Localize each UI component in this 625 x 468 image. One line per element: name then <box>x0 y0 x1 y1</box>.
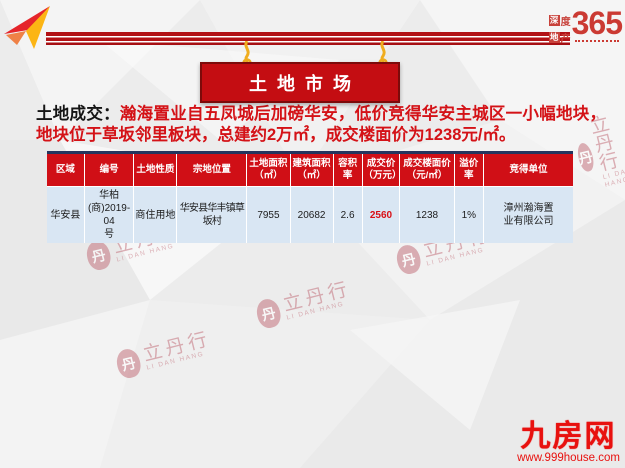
cell-premium-rate: 1% <box>454 187 485 243</box>
table-row: 华安县 华柏 (商)2019-04 号 商住用地 华安县华丰镇草坂村 7955 … <box>47 187 573 243</box>
section-banner: 土地市场 <box>200 62 400 103</box>
cell-region: 华安县 <box>47 187 85 243</box>
col-parcel-no: 编号 <box>84 154 135 187</box>
col-land-type: 土地性质 <box>134 154 178 187</box>
deal-summary-text: 瀚海置业自五凤城后加磅华安，低价竞得华安主城区一小幅地块，地块位于草坂邻里板块，… <box>36 105 607 144</box>
cell-land-area: 7955 <box>247 187 291 243</box>
col-winner: 竞得单位 <box>484 154 573 187</box>
col-floor-price: 成交楼面价 （元/㎡） <box>400 154 455 187</box>
cell-plot-ratio: 2.6 <box>333 187 363 243</box>
cell-build-area: 20682 <box>290 187 334 243</box>
col-location: 宗地位置 <box>177 154 248 187</box>
cell-floor-price: 1238 <box>400 187 455 243</box>
site-url: www.999house.com <box>517 452 620 464</box>
col-deal-price: 成交价 （万元） <box>362 154 402 187</box>
deal-summary: 土地成交：瀚海置业自五凤城后加磅华安，低价竞得华安主城区一小幅地块，地块位于草坂… <box>36 104 606 146</box>
brand-char-box: 地 <box>548 32 560 43</box>
paper-plane-arrow-icon <box>4 6 50 49</box>
land-deal-table-grid: 区域 编号 土地性质 宗地位置 土地面积 （㎡） 建筑面积 （㎡） 容积率 成交… <box>47 154 573 243</box>
col-build-area: 建筑面积 （㎡） <box>290 154 334 187</box>
col-premium-rate: 溢价率 <box>454 154 485 187</box>
header-rule <box>46 32 570 45</box>
site-name: 九房网 <box>520 420 617 453</box>
cell-winner: 漳州瀚海置 业有限公司 <box>484 187 573 243</box>
col-plot-ratio: 容积率 <box>333 154 363 187</box>
deal-summary-label: 土地成交： <box>36 105 120 123</box>
land-deal-table: 区域 编号 土地性质 宗地位置 土地面积 （㎡） 建筑面积 （㎡） 容积率 成交… <box>47 151 573 243</box>
brand-caption <box>574 40 619 42</box>
section-banner-title: 土地市场 <box>249 73 361 95</box>
col-region: 区域 <box>47 154 85 187</box>
col-land-area: 土地面积 （㎡） <box>247 154 291 187</box>
table-header-row: 区域 编号 土地性质 宗地位置 土地面积 （㎡） 建筑面积 （㎡） 容积率 成交… <box>47 154 573 187</box>
brand-name: 深 度 地 产 <box>548 15 571 45</box>
brand-char-box: 深 <box>548 15 560 26</box>
site-logo: 九房网 www.999house.com <box>517 422 620 465</box>
cell-location: 华安县华丰镇草坂村 <box>177 187 248 243</box>
cell-land-type: 商住用地 <box>134 187 178 243</box>
cell-parcel-no: 华柏 (商)2019-04 号 <box>84 187 135 243</box>
brand-logo: 深 度 地 产 365 <box>548 5 623 45</box>
brand-number: 365 <box>571 5 623 41</box>
cell-deal-price: 2560 <box>362 187 401 243</box>
